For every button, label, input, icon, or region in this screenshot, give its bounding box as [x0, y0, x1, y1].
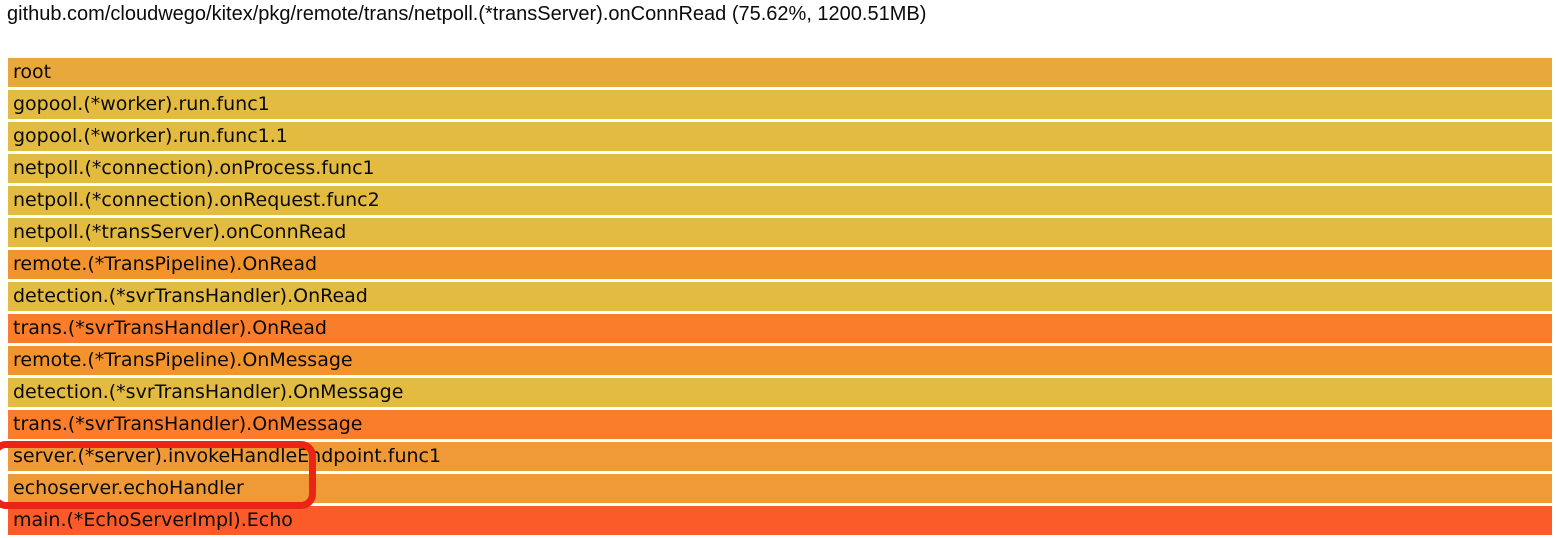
- flame-frame[interactable]: netpoll.(*connection).onProcess.func1: [8, 154, 1552, 183]
- flame-frame-label: netpoll.(*connection).onRequest.func2: [13, 189, 380, 211]
- flame-frame[interactable]: detection.(*svrTransHandler).OnRead: [8, 282, 1552, 311]
- flame-frame[interactable]: echoserver.echoHandler: [8, 474, 1552, 503]
- flame-frame[interactable]: root: [8, 58, 1552, 87]
- flame-frame-label: netpoll.(*transServer).onConnRead: [13, 221, 347, 243]
- flame-frame-label: gopool.(*worker).run.func1.1: [13, 125, 288, 147]
- flame-frame-label: server.(*server).invokeHandleEndpoint.fu…: [13, 445, 442, 467]
- flame-frame[interactable]: gopool.(*worker).run.func1: [8, 90, 1552, 119]
- flame-frame-label: echoserver.echoHandler: [13, 477, 244, 499]
- flame-frame-label: root: [13, 61, 52, 83]
- flame-frame-label: detection.(*svrTransHandler).OnRead: [13, 285, 368, 307]
- flame-frame[interactable]: netpoll.(*connection).onRequest.func2: [8, 186, 1552, 215]
- flame-frame[interactable]: remote.(*TransPipeline).OnRead: [8, 250, 1552, 279]
- flame-frame-label: remote.(*TransPipeline).OnMessage: [13, 349, 353, 371]
- flame-frame-label: gopool.(*worker).run.func1: [13, 93, 270, 115]
- flame-frame[interactable]: detection.(*svrTransHandler).OnMessage: [8, 378, 1552, 407]
- flame-frame-label: netpoll.(*connection).onProcess.func1: [13, 157, 375, 179]
- flame-frame[interactable]: trans.(*svrTransHandler).OnMessage: [8, 410, 1552, 439]
- flamegraph-title: github.com/cloudwego/kitex/pkg/remote/tr…: [7, 3, 927, 25]
- flame-frame[interactable]: netpoll.(*transServer).onConnRead: [8, 218, 1552, 247]
- flame-frame-label: detection.(*svrTransHandler).OnMessage: [13, 381, 404, 403]
- flame-frame[interactable]: remote.(*TransPipeline).OnMessage: [8, 346, 1552, 375]
- flame-frame[interactable]: gopool.(*worker).run.func1.1: [8, 122, 1552, 151]
- flame-frame[interactable]: main.(*EchoServerImpl).Echo: [8, 506, 1552, 535]
- flame-frame-label: trans.(*svrTransHandler).OnMessage: [13, 413, 363, 435]
- flame-frame-label: remote.(*TransPipeline).OnRead: [13, 253, 318, 275]
- flame-frame-label: main.(*EchoServerImpl).Echo: [13, 509, 293, 531]
- flame-frame[interactable]: server.(*server).invokeHandleEndpoint.fu…: [8, 442, 1552, 471]
- flamegraph: root gopool.(*worker).run.func1 gopool.(*w…: [8, 58, 1552, 538]
- flame-frame[interactable]: trans.(*svrTransHandler).OnRead: [8, 314, 1552, 343]
- flame-frame-label: trans.(*svrTransHandler).OnRead: [13, 317, 327, 339]
